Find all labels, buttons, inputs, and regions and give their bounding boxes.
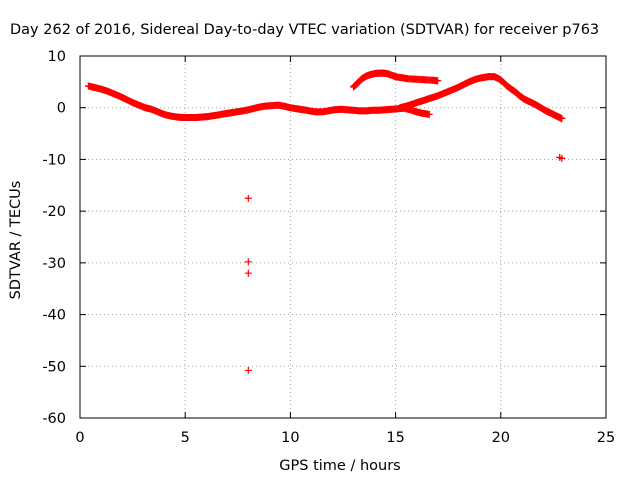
outlier-point xyxy=(244,194,252,202)
data-point xyxy=(558,115,566,123)
outlier-point xyxy=(244,269,252,277)
x-tick-label: 15 xyxy=(386,430,404,446)
y-axis-label: SDTVAR / TECUs xyxy=(8,181,24,300)
y-tick-label: -20 xyxy=(42,204,66,220)
x-tick-label: 0 xyxy=(75,430,84,446)
y-tick-label: 10 xyxy=(48,49,66,65)
data-point xyxy=(434,77,442,85)
y-tick-label: -50 xyxy=(42,359,66,375)
y-tick-label: 0 xyxy=(57,101,66,117)
y-tick-label: -30 xyxy=(42,256,66,272)
axis-ticks xyxy=(79,55,607,419)
y-tick-label: -40 xyxy=(42,308,66,324)
y-tick-label: -60 xyxy=(42,411,66,427)
outlier-point xyxy=(558,154,566,162)
outlier-point xyxy=(244,366,252,374)
chart-title: Day 262 of 2016, Sidereal Day-to-day VTE… xyxy=(10,22,599,38)
x-tick-label: 5 xyxy=(181,430,190,446)
plot-frame xyxy=(79,55,607,419)
data-point xyxy=(425,110,433,118)
y-tick-label: -10 xyxy=(42,152,66,168)
outlier-point xyxy=(244,258,252,266)
x-axis-label: GPS time / hours xyxy=(279,458,400,474)
x-tick-label: 25 xyxy=(597,430,615,446)
x-tick-label: 20 xyxy=(492,430,510,446)
axis-tick-labels: 0 5 10 15 20 25 -60 -50 -40 -30 -20 -10 0 10 xyxy=(42,49,615,446)
data-series xyxy=(84,69,566,374)
x-tick-label: 10 xyxy=(281,430,299,446)
